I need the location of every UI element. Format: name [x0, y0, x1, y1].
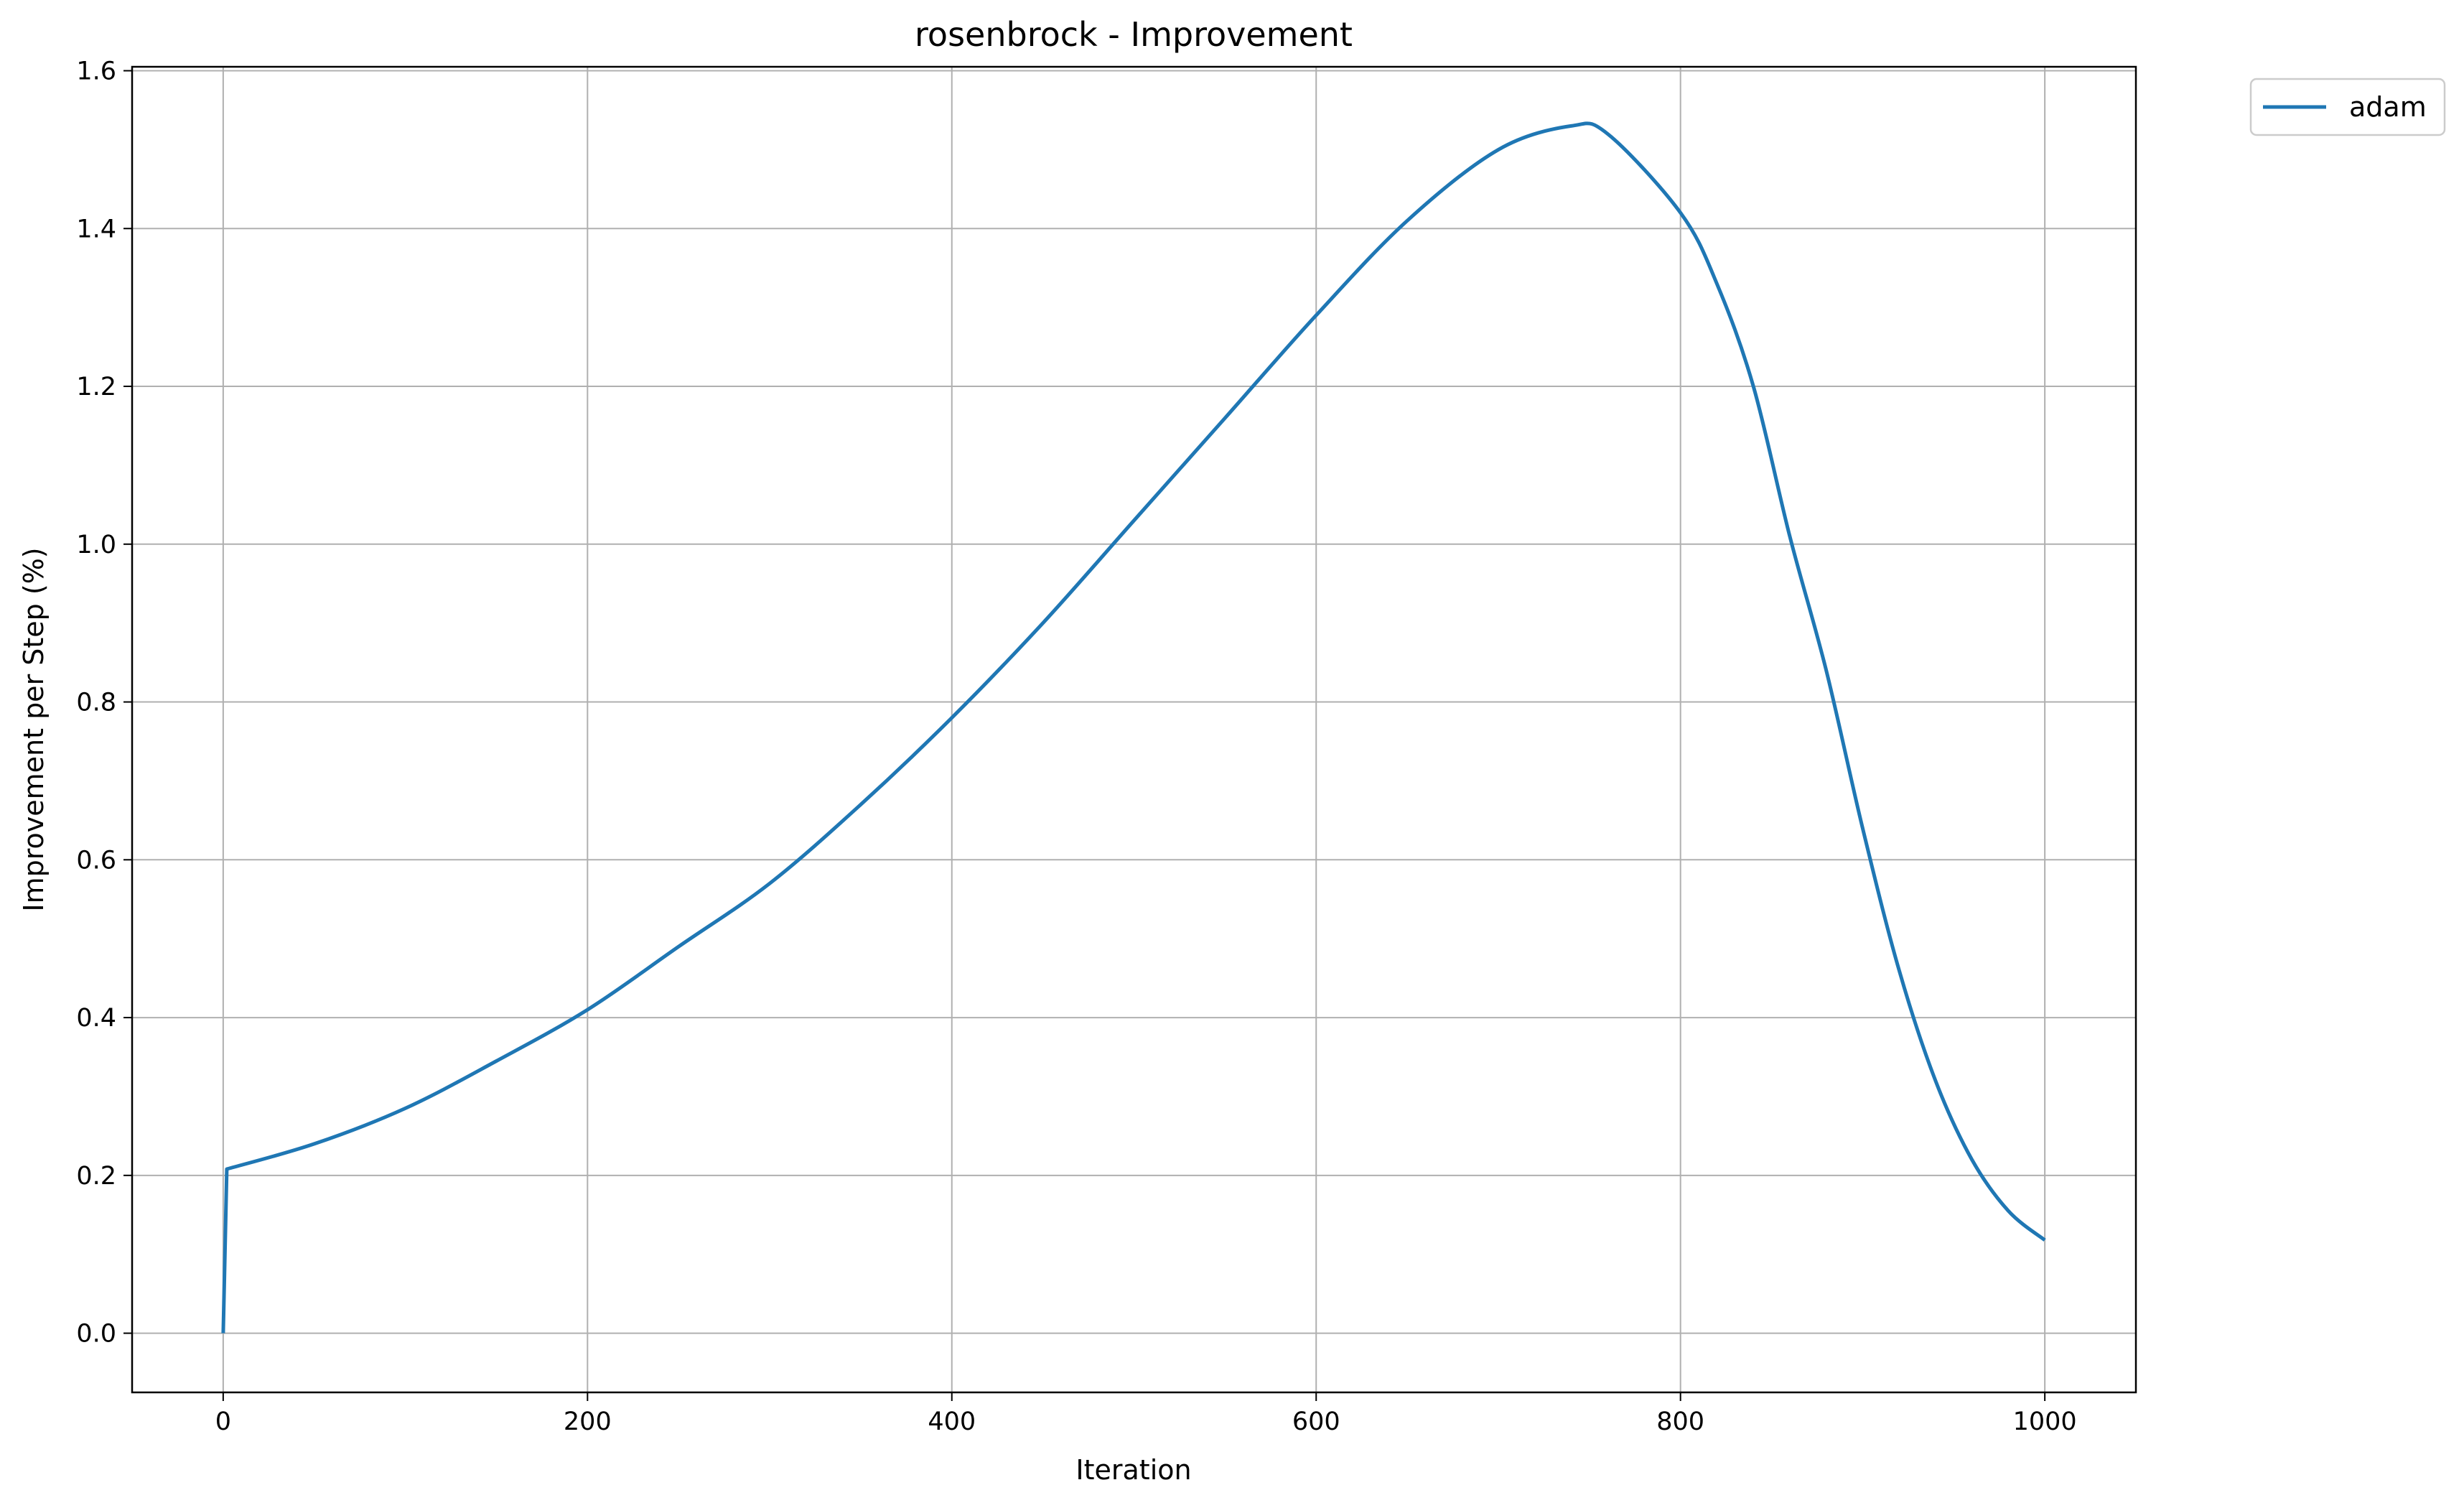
- y-tick-label: 0.4: [76, 1004, 116, 1033]
- y-tick-label: 1.2: [76, 373, 116, 401]
- x-tick-label: 200: [564, 1407, 612, 1436]
- x-tick-label: 400: [928, 1407, 976, 1436]
- series-layer: [221, 121, 2046, 1334]
- y-tick-label: 0.6: [76, 846, 116, 875]
- y-tick-label: 1.4: [76, 215, 116, 243]
- y-tick-label: 1.6: [76, 57, 116, 85]
- x-tick-label: 800: [1656, 1407, 1704, 1436]
- chart-title: rosenbrock - Improvement: [915, 15, 1353, 54]
- legend-label-adam: adam: [2349, 91, 2427, 123]
- plot-frame: [131, 65, 2137, 1394]
- y-tick-label: 0.8: [76, 689, 116, 717]
- legend-box: [2249, 78, 2446, 136]
- x-tick-label: 1000: [2013, 1407, 2077, 1436]
- y-tick-label: 0.2: [76, 1162, 116, 1191]
- y-axis-label: Improvement per Step (%): [18, 547, 50, 911]
- x-tick-label: 600: [1292, 1407, 1340, 1436]
- plot-area: [132, 67, 2136, 1392]
- grid: [132, 67, 2136, 1392]
- x-axis-label: Iteration: [1075, 1454, 1191, 1486]
- y-tick-label: 0.0: [76, 1320, 116, 1349]
- legend: adam: [2249, 78, 2446, 136]
- x-tick-label: 0: [215, 1407, 231, 1436]
- series-line-adam: [221, 121, 2046, 1334]
- ticks: 0 200 400 600 800 1000 0.0 0.2 0.4 0.6 0.8 1.0 1.2 1.…: [76, 57, 2076, 1436]
- y-tick-label: 1.0: [76, 531, 116, 559]
